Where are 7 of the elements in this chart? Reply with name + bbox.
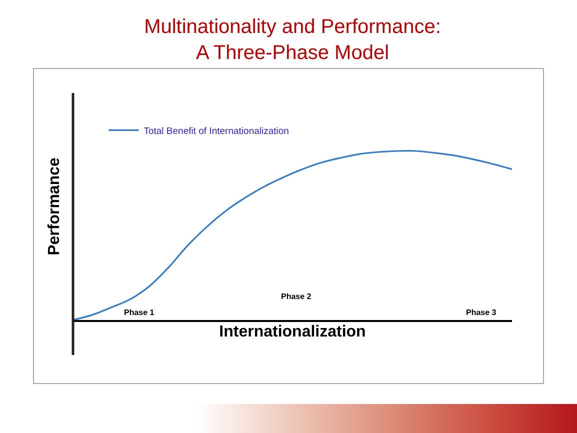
chart-title: Multinationality and Performance: A Three-Phase Model [144, 16, 441, 64]
x-axis-title: Internationalization [219, 323, 366, 340]
legend-label: Total Benefit of Internationalization [144, 126, 289, 137]
y-axis-title: Performance [46, 157, 63, 256]
annotation: Phase 3 [466, 308, 497, 317]
annotation: Phase 2 [281, 292, 312, 301]
annotation: Phase 1 [124, 308, 155, 317]
